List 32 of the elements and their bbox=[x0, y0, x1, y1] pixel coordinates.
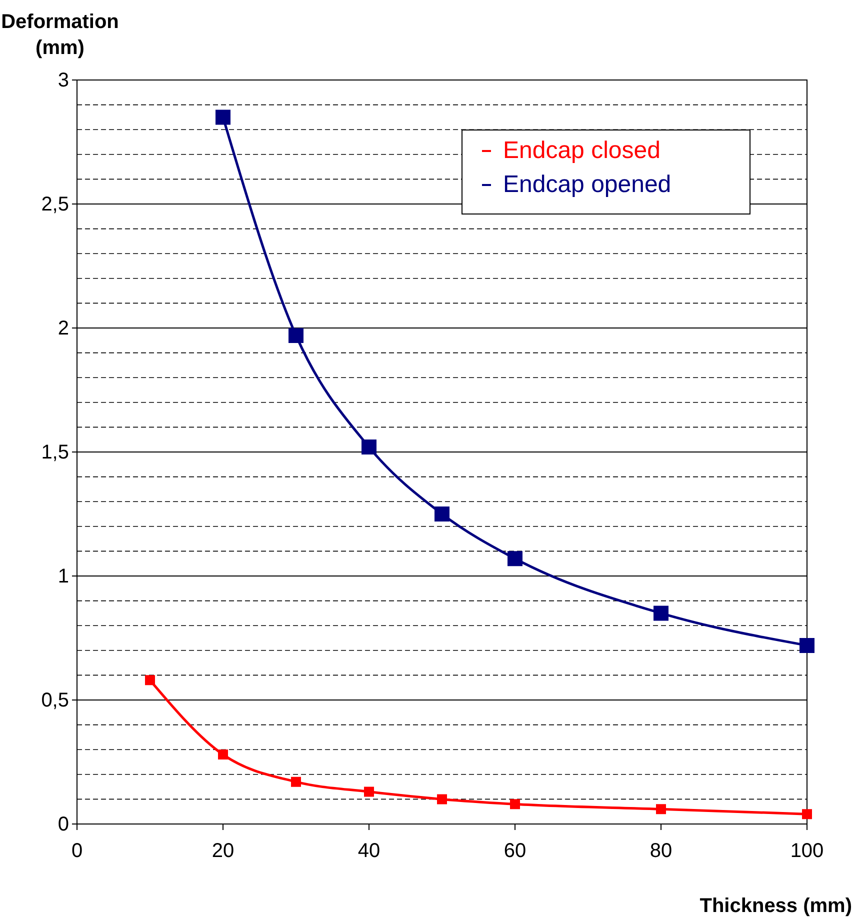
legend-label: Endcap opened bbox=[503, 171, 672, 198]
point bbox=[364, 786, 374, 797]
x-tick-label: 80 bbox=[650, 840, 672, 862]
legend-label: Endcap closed bbox=[503, 137, 660, 164]
point bbox=[802, 809, 812, 820]
y-axis-title: Deformation (mm) bbox=[1, 11, 119, 59]
x-tick-label: 40 bbox=[358, 840, 380, 862]
y-tick-label: 1 bbox=[58, 565, 69, 588]
point bbox=[654, 606, 668, 621]
x-tick-label: 100 bbox=[790, 840, 824, 862]
x-tick-label: 0 bbox=[71, 840, 83, 862]
x-tick-label: 20 bbox=[212, 840, 234, 862]
y-tick-label: 1,5 bbox=[41, 441, 69, 464]
point bbox=[291, 776, 301, 787]
y-tick-label: 2,5 bbox=[41, 193, 69, 216]
point bbox=[656, 804, 666, 814]
y-tick-label: 3 bbox=[58, 69, 69, 92]
point bbox=[800, 638, 814, 653]
y-tick-label: 0,5 bbox=[41, 689, 69, 712]
y-tick-label: 2 bbox=[58, 317, 69, 340]
point bbox=[437, 794, 447, 804]
point bbox=[145, 675, 155, 686]
point bbox=[510, 799, 520, 810]
point bbox=[218, 750, 228, 760]
point bbox=[216, 110, 230, 125]
point bbox=[434, 506, 450, 522]
x-axis-title: Thickness (mm) bbox=[700, 895, 852, 917]
point bbox=[508, 551, 522, 566]
y-tick-label: 0 bbox=[58, 813, 69, 836]
x-tick-label: 60 bbox=[504, 840, 526, 862]
point bbox=[288, 328, 304, 343]
point bbox=[362, 440, 376, 455]
